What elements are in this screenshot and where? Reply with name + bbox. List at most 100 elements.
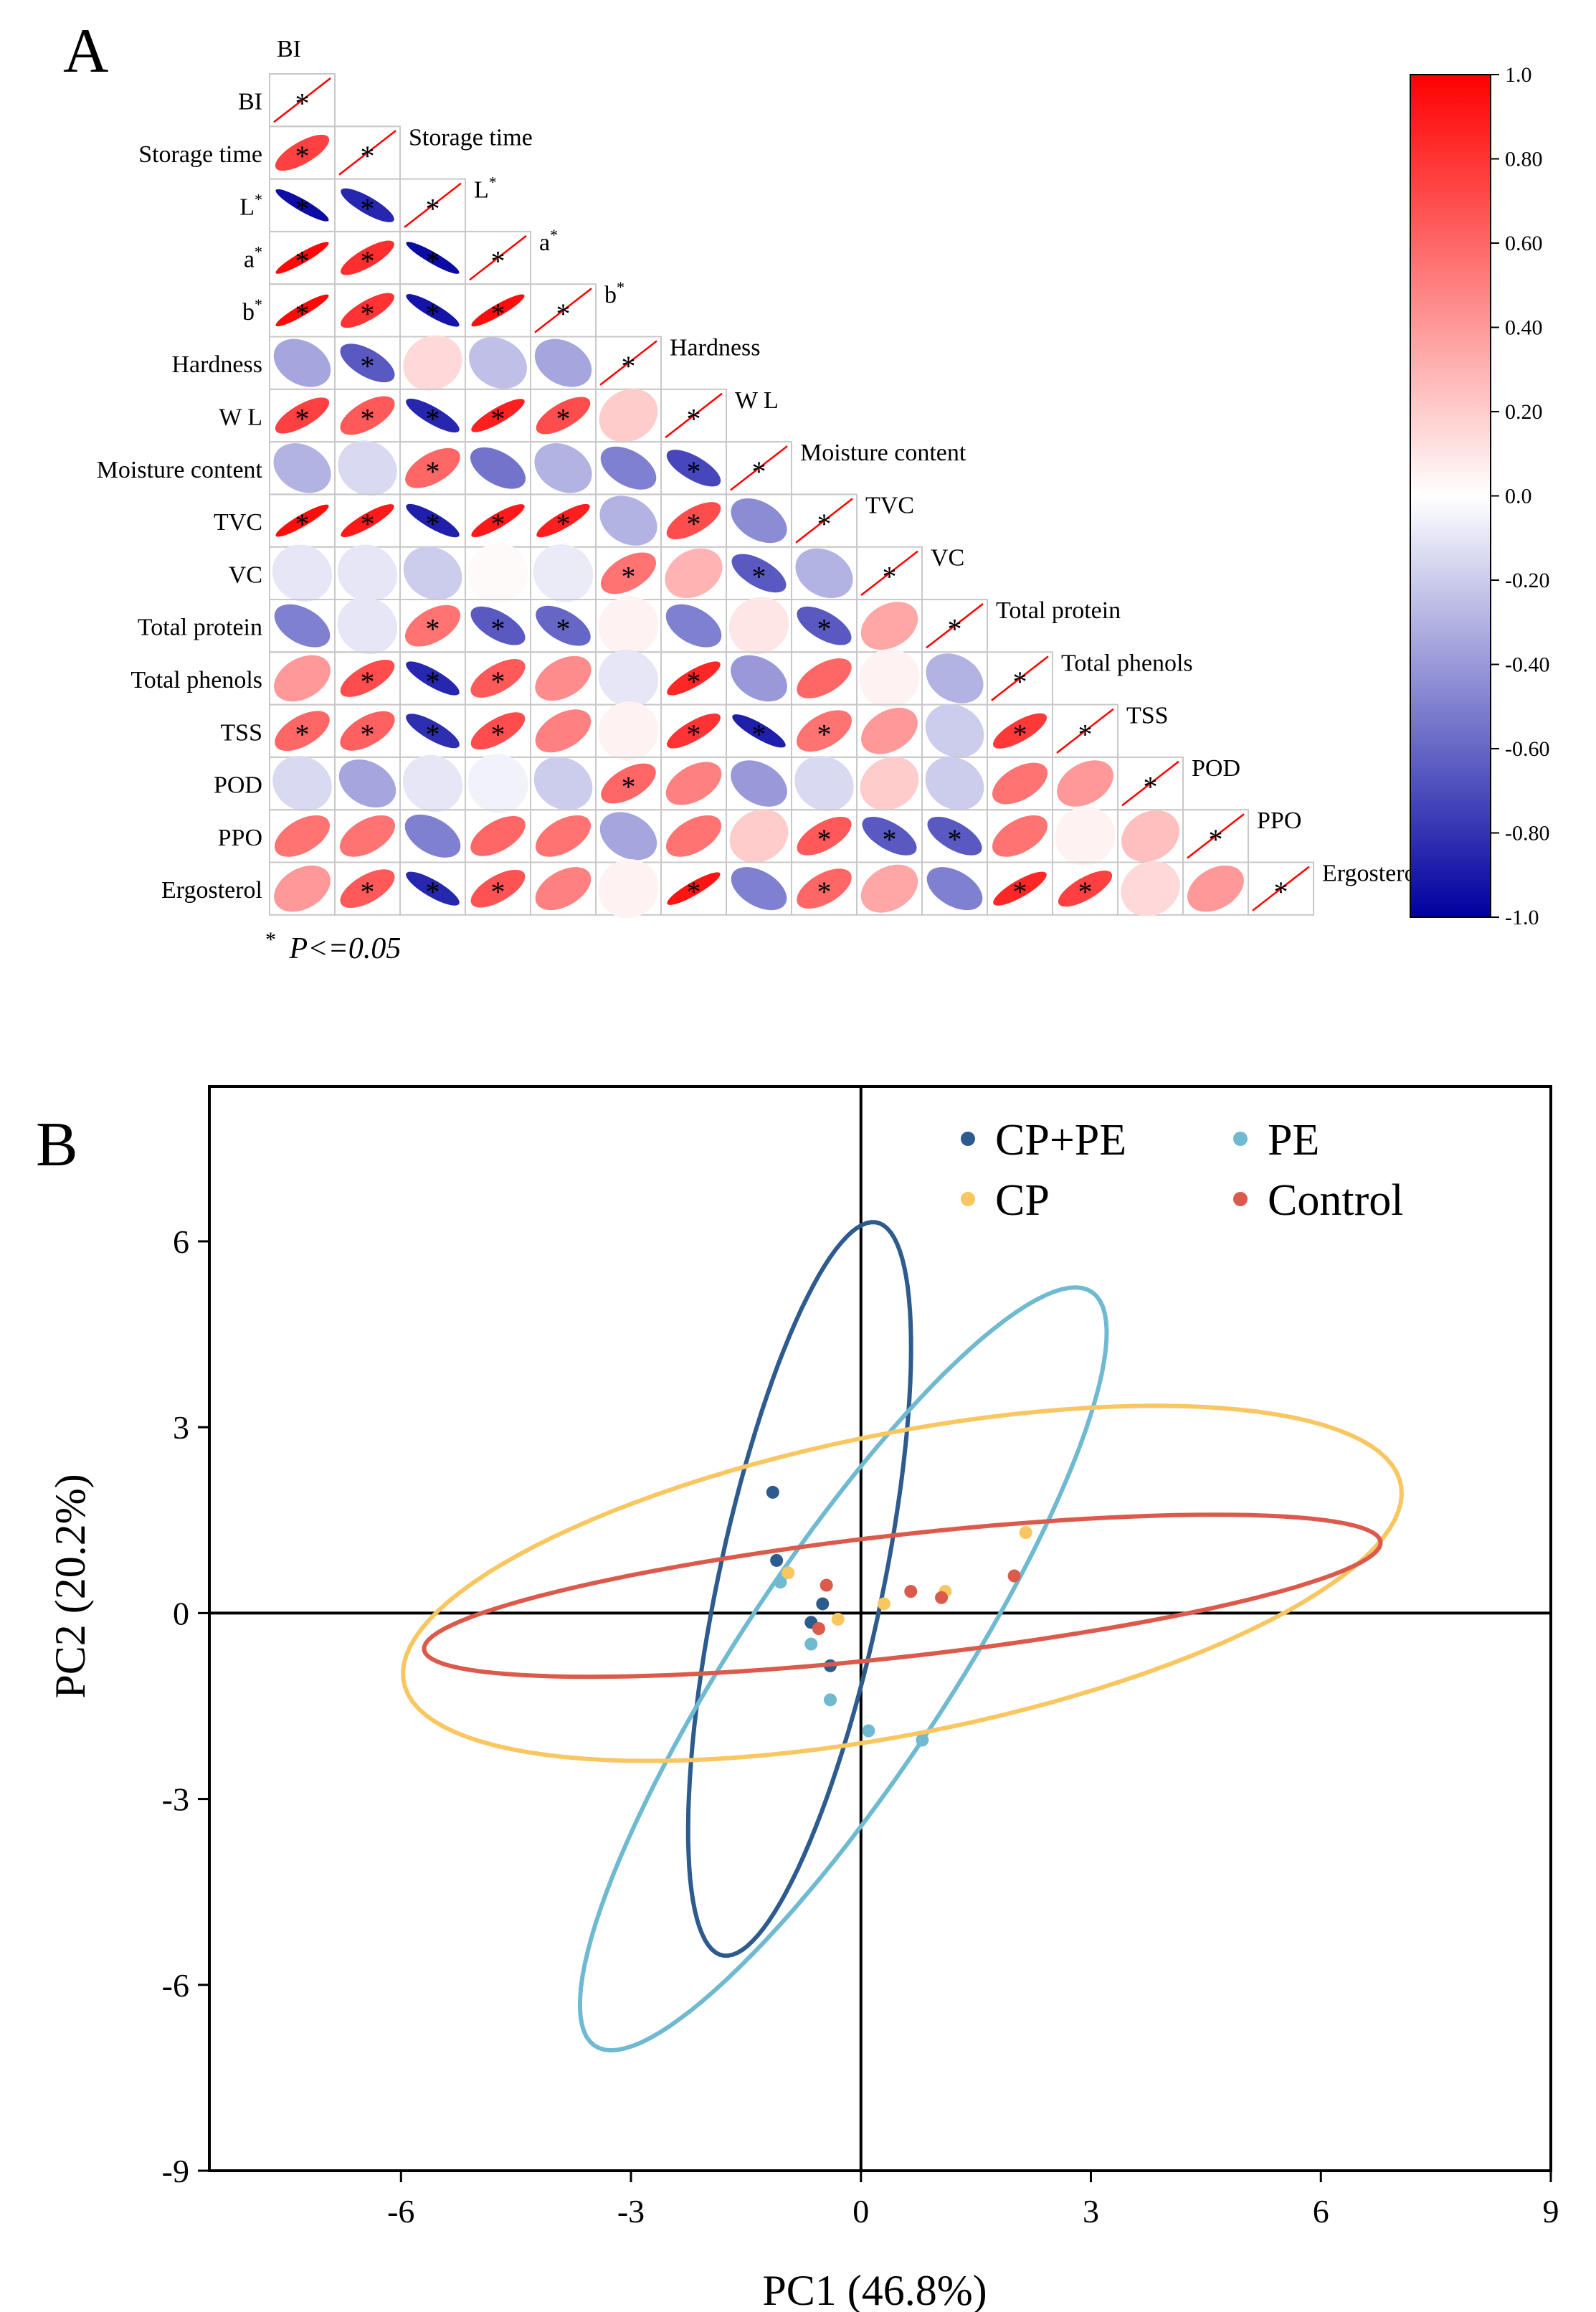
significance-star-15-15: *	[1274, 876, 1288, 908]
significance-star-7-2: *	[426, 455, 440, 488]
correlation-ellipse-10-1	[337, 597, 398, 655]
correlation-ellipse-4-1	[341, 293, 394, 328]
diagonal-label-14: PPO	[1257, 807, 1301, 834]
row-label-text: Ergosterol	[161, 877, 262, 904]
row-label-sup: *	[255, 190, 262, 208]
correlation-ellipse-9-3	[467, 543, 528, 604]
significance-star-4-1: *	[361, 298, 375, 330]
diagonal-label-text: Total phenols	[1061, 650, 1193, 676]
correlation-ellipse-13-4	[533, 757, 593, 810]
correlation-ellipse-7-5	[600, 446, 657, 490]
significance-star-4-3: *	[491, 298, 505, 330]
x-tick-label-2: 0	[852, 2193, 869, 2230]
correlation-ellipse-7-4	[534, 443, 592, 493]
diagonal-line-5	[599, 340, 657, 386]
diagonal-label-text: Moisture content	[800, 440, 966, 466]
significance-star-1-1: *	[361, 140, 375, 172]
y-tick-label-0: -9	[162, 2153, 189, 2189]
correlation-ellipse-14-1	[339, 815, 396, 857]
correlation-ellipse-14-12	[1055, 806, 1116, 866]
correlation-ellipse-15-7	[731, 867, 787, 911]
significance-star-12-11: *	[1013, 718, 1027, 750]
diagonal-label-7: Moisture content	[800, 440, 966, 466]
row-label-text: Storage time	[138, 141, 262, 168]
significance-star-8-3: *	[491, 508, 505, 540]
x-tick-label-1: -3	[617, 2193, 645, 2230]
row-label-sup: *	[255, 243, 262, 261]
colorbar-tick-label-3: 0.40	[1505, 316, 1543, 340]
row-label-0: BI	[238, 89, 262, 115]
diagonal-line-8	[795, 498, 853, 544]
diagonal-label-text: POD	[1192, 755, 1240, 782]
correlation-ellipse-12-5	[598, 701, 659, 761]
diagonal-line-10	[926, 603, 984, 649]
correlation-ellipse-11-4	[535, 655, 592, 701]
diagonal-line-6	[665, 392, 723, 439]
significance-star-14-8: *	[817, 823, 832, 856]
row-label-text: Total protein	[138, 615, 262, 641]
diagonal-label-6: W L	[735, 387, 779, 414]
y-tick-label-4: 3	[173, 1409, 189, 1446]
significance-star-12-1: *	[361, 718, 375, 750]
diagonal-label-text: VC	[931, 545, 964, 572]
correlation-ellipse-12-6	[667, 713, 721, 749]
significance-star-12-12: *	[1078, 718, 1093, 750]
diagonal-label-sup: *	[550, 226, 558, 244]
significance-star-15-2: *	[426, 876, 440, 908]
correlation-ellipse-10-4	[536, 605, 591, 646]
correlation-ellipse-8-1	[341, 504, 394, 537]
significance-star-12-7: *	[752, 718, 766, 750]
correlation-ellipse-10-9	[860, 602, 918, 650]
significance-star-15-12: *	[1078, 876, 1093, 908]
correlation-ellipse-4-0	[275, 294, 329, 327]
diagonal-label-text: BI	[277, 36, 301, 62]
diagonal-label-15: Ergosterol	[1322, 861, 1423, 887]
significance-star-10-8: *	[817, 613, 832, 645]
data-point-3-4	[1007, 1569, 1021, 1583]
diagonal-label-text: W L	[735, 387, 779, 414]
row-label-4: b*	[242, 295, 262, 326]
significance-star-11-11: *	[1013, 665, 1027, 698]
correlation-ellipse-15-8	[797, 868, 852, 909]
colorbar-tick-label-2: 0.60	[1505, 232, 1543, 255]
correlation-ellipse-6-0	[275, 397, 330, 434]
correlation-ellipse-2-1	[341, 188, 394, 222]
correlation-ellipse-10-2	[404, 605, 461, 647]
significance-star-6-1: *	[361, 402, 375, 435]
colorbar-tick-label-10: -1.0	[1505, 906, 1539, 929]
diagonal-label-4: b*	[604, 278, 624, 308]
diagonal-label-0: BI	[277, 36, 301, 62]
correlation-ellipse-8-2	[406, 503, 460, 538]
row-label-text: VC	[229, 562, 262, 588]
correlation-ellipse-14-6	[665, 815, 722, 857]
colorbar-tick-label-4: 0.20	[1505, 400, 1543, 424]
diagonal-label-text: TVC	[865, 492, 914, 518]
correlation-ellipse-8-0	[275, 504, 329, 537]
row-label-5: Hardness	[171, 351, 262, 378]
data-point-1-3	[862, 1724, 875, 1738]
legend-marker-0	[961, 1132, 975, 1146]
significance-star-12-8: *	[817, 718, 832, 750]
significance-star-2-2: *	[426, 192, 440, 224]
pca-x-axis-label: PC1 (46.8%)	[762, 2267, 987, 2312]
correlation-ellipse-14-9	[862, 816, 917, 856]
significance-star-14-9: *	[883, 823, 897, 856]
pca-plot-frame	[208, 1085, 1552, 2172]
confidence-ellipse-0	[685, 1220, 913, 1958]
correlation-ellipse-5-3	[469, 337, 527, 389]
significance-star-5-1: *	[361, 350, 375, 382]
correlation-ellipse-3-2	[406, 242, 460, 274]
correlation-ellipse-9-7	[731, 554, 787, 593]
significance-star-2-1: *	[361, 192, 375, 224]
colorbar-tick-label-0: 1.0	[1505, 63, 1532, 87]
correlation-ellipse-8-6	[666, 502, 721, 540]
data-point-2-1	[831, 1613, 845, 1626]
legend-marker-1	[1233, 1132, 1248, 1146]
colorbar-tick-label-9: -0.80	[1505, 822, 1550, 845]
row-label-13: POD	[214, 772, 262, 799]
y-tick-label-3: 0	[173, 1595, 189, 1631]
correlation-ellipse-13-5	[601, 763, 656, 804]
correlation-ellipse-4-3	[471, 294, 525, 327]
row-label-text: a	[244, 247, 255, 273]
correlation-ellipse-15-2	[406, 871, 460, 906]
